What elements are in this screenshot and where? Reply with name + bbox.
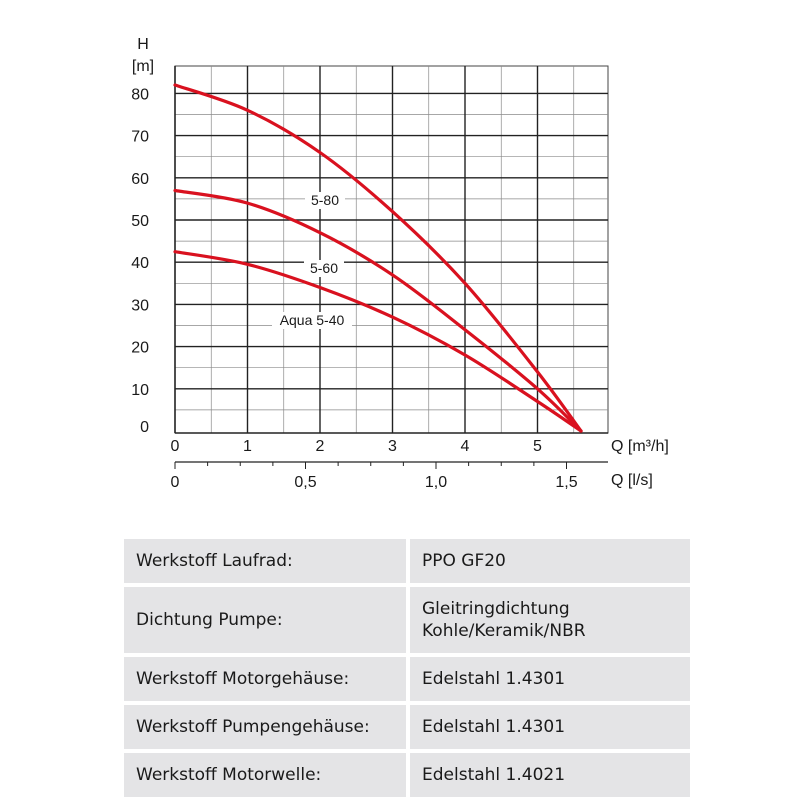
spec-value: Gleitringdichtung Kohle/Keramik/NBR <box>410 587 690 653</box>
series-label-bg <box>305 192 345 209</box>
x-tick-label: 2 <box>316 438 325 455</box>
series-label-bg <box>304 260 344 277</box>
y-tick-label: 0 <box>140 419 149 436</box>
y-axis-label: H <box>137 36 149 53</box>
chart-axes <box>174 66 608 469</box>
series-label: 5-60 <box>310 260 338 276</box>
chart-grid <box>174 65 609 434</box>
spec-value: Edelstahl 1.4021 <box>410 753 690 797</box>
spec-row: Werkstoff Motorwelle: Edelstahl 1.4021 <box>124 753 690 797</box>
spec-row: Werkstoff Motorgehäuse: Edelstahl 1.4301 <box>124 657 690 701</box>
spec-row: Werkstoff Pumpengehäuse: Edelstahl 1.4301 <box>124 705 690 749</box>
spec-key: Werkstoff Motorgehäuse: <box>124 657 410 701</box>
y-tick-label: 10 <box>131 382 149 399</box>
y-tick-label: 40 <box>131 255 149 272</box>
spec-row: Werkstoff Laufrad: PPO GF20 <box>124 539 690 583</box>
x-tick-label: 4 <box>461 438 470 455</box>
series-label: 5-80 <box>311 192 339 208</box>
y-axis-unit: [m] <box>132 58 154 75</box>
y-tick-label: 70 <box>131 129 149 146</box>
x-tick-label: 5 <box>533 438 542 455</box>
x-tick-label: 0 <box>171 438 180 455</box>
x-tick-label: 1 <box>243 438 252 455</box>
spec-key: Werkstoff Laufrad: <box>124 539 410 583</box>
y-tick-label: 30 <box>131 297 149 314</box>
spec-value: Edelstahl 1.4301 <box>410 657 690 701</box>
spec-key: Werkstoff Pumpengehäuse: <box>124 705 410 749</box>
series-line-1 <box>173 188 583 433</box>
chart-labels: H [m] Q [m³/h] Q [l/s] 01020304050607080… <box>131 36 669 491</box>
y-tick-label: 20 <box>131 340 149 357</box>
x2-axis-label: Q [l/s] <box>611 472 653 489</box>
series-label: Aqua 5-40 <box>280 312 345 328</box>
x2-tick-label: 0 <box>171 474 180 491</box>
spec-key: Werkstoff Motorwelle: <box>124 753 410 797</box>
chart-curves: 5-80 5-60 Aqua 5-40 <box>173 83 583 433</box>
y-tick-label: 60 <box>131 171 149 188</box>
spec-value: Edelstahl 1.4301 <box>410 705 690 749</box>
spec-value: PPO GF20 <box>410 539 690 583</box>
series-label-bg <box>272 312 352 329</box>
series-line-2 <box>173 250 583 433</box>
pump-curve-chart: 5-80 5-60 Aqua 5-40 H [m] Q [m³/h] Q [l/s]… <box>131 36 669 491</box>
spec-table: Werkstoff Laufrad: PPO GF20 Dichtung Pumpe… <box>124 535 690 801</box>
x2-tick-label: 0,5 <box>294 474 316 491</box>
x-tick-label: 3 <box>388 438 397 455</box>
y-tick-label: 80 <box>131 86 149 103</box>
x2-tick-label: 1,5 <box>555 474 577 491</box>
spec-row: Dichtung Pumpe: Gleitringdichtung Kohle/K… <box>124 587 690 653</box>
x-axis-label: Q [m³/h] <box>611 438 669 455</box>
x2-tick-label: 1,0 <box>425 474 447 491</box>
y-tick-label: 50 <box>131 213 149 230</box>
spec-key: Dichtung Pumpe: <box>124 587 410 653</box>
series-line-0 <box>173 83 583 433</box>
